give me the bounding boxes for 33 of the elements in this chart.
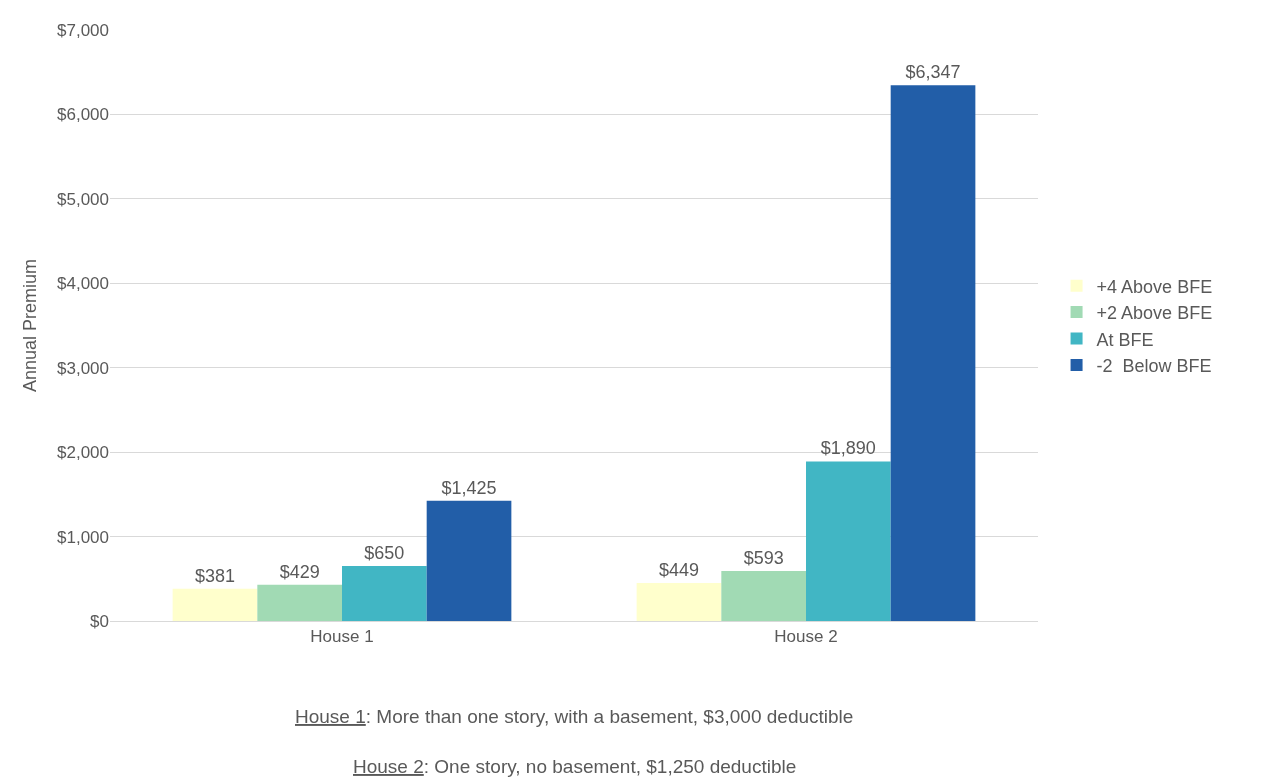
legend-label: +2 Above BFE bbox=[1096, 303, 1213, 324]
data-label: $381 bbox=[194, 565, 235, 586]
x-tick-label: House 2 bbox=[774, 627, 838, 647]
data-label: $449 bbox=[658, 560, 699, 581]
bar bbox=[721, 570, 806, 621]
data-label: $650 bbox=[364, 543, 405, 564]
legend-label: +4 Above BFE bbox=[1096, 276, 1213, 297]
y-tick-label: $7,000 bbox=[57, 20, 109, 40]
data-label: $6,347 bbox=[905, 62, 961, 83]
y-tick-label: $6,000 bbox=[57, 105, 109, 125]
y-tick-label: $2,000 bbox=[57, 443, 109, 463]
y-tick-label: $4,000 bbox=[57, 274, 109, 294]
bar bbox=[636, 583, 722, 621]
y-tick-label: $3,000 bbox=[57, 358, 109, 378]
bar bbox=[890, 85, 976, 621]
text: House 2: One story, no basement, $1,250 deductible bbox=[353, 756, 797, 777]
y-axis-title: Annual Premium bbox=[20, 258, 41, 393]
data-label: $429 bbox=[279, 561, 320, 582]
bar bbox=[426, 500, 512, 621]
y-tick-label: $5,000 bbox=[57, 189, 109, 209]
y-tick-label: $0 bbox=[90, 611, 109, 631]
bar bbox=[172, 588, 258, 621]
bar bbox=[806, 461, 891, 621]
y-tick-label: $1,000 bbox=[57, 527, 109, 547]
bar bbox=[342, 566, 427, 621]
x-tick-label: House 1 bbox=[310, 627, 374, 647]
data-label: $1,425 bbox=[441, 477, 497, 498]
legend-label: At BFE bbox=[1096, 329, 1154, 350]
legend-label: -2 Below BFE bbox=[1096, 355, 1212, 376]
text: House 1: More than one story, with a basement, $3,000 deductible bbox=[295, 706, 854, 727]
bar bbox=[257, 584, 342, 621]
data-label: $1,890 bbox=[820, 438, 876, 459]
data-label: $593 bbox=[743, 547, 784, 568]
